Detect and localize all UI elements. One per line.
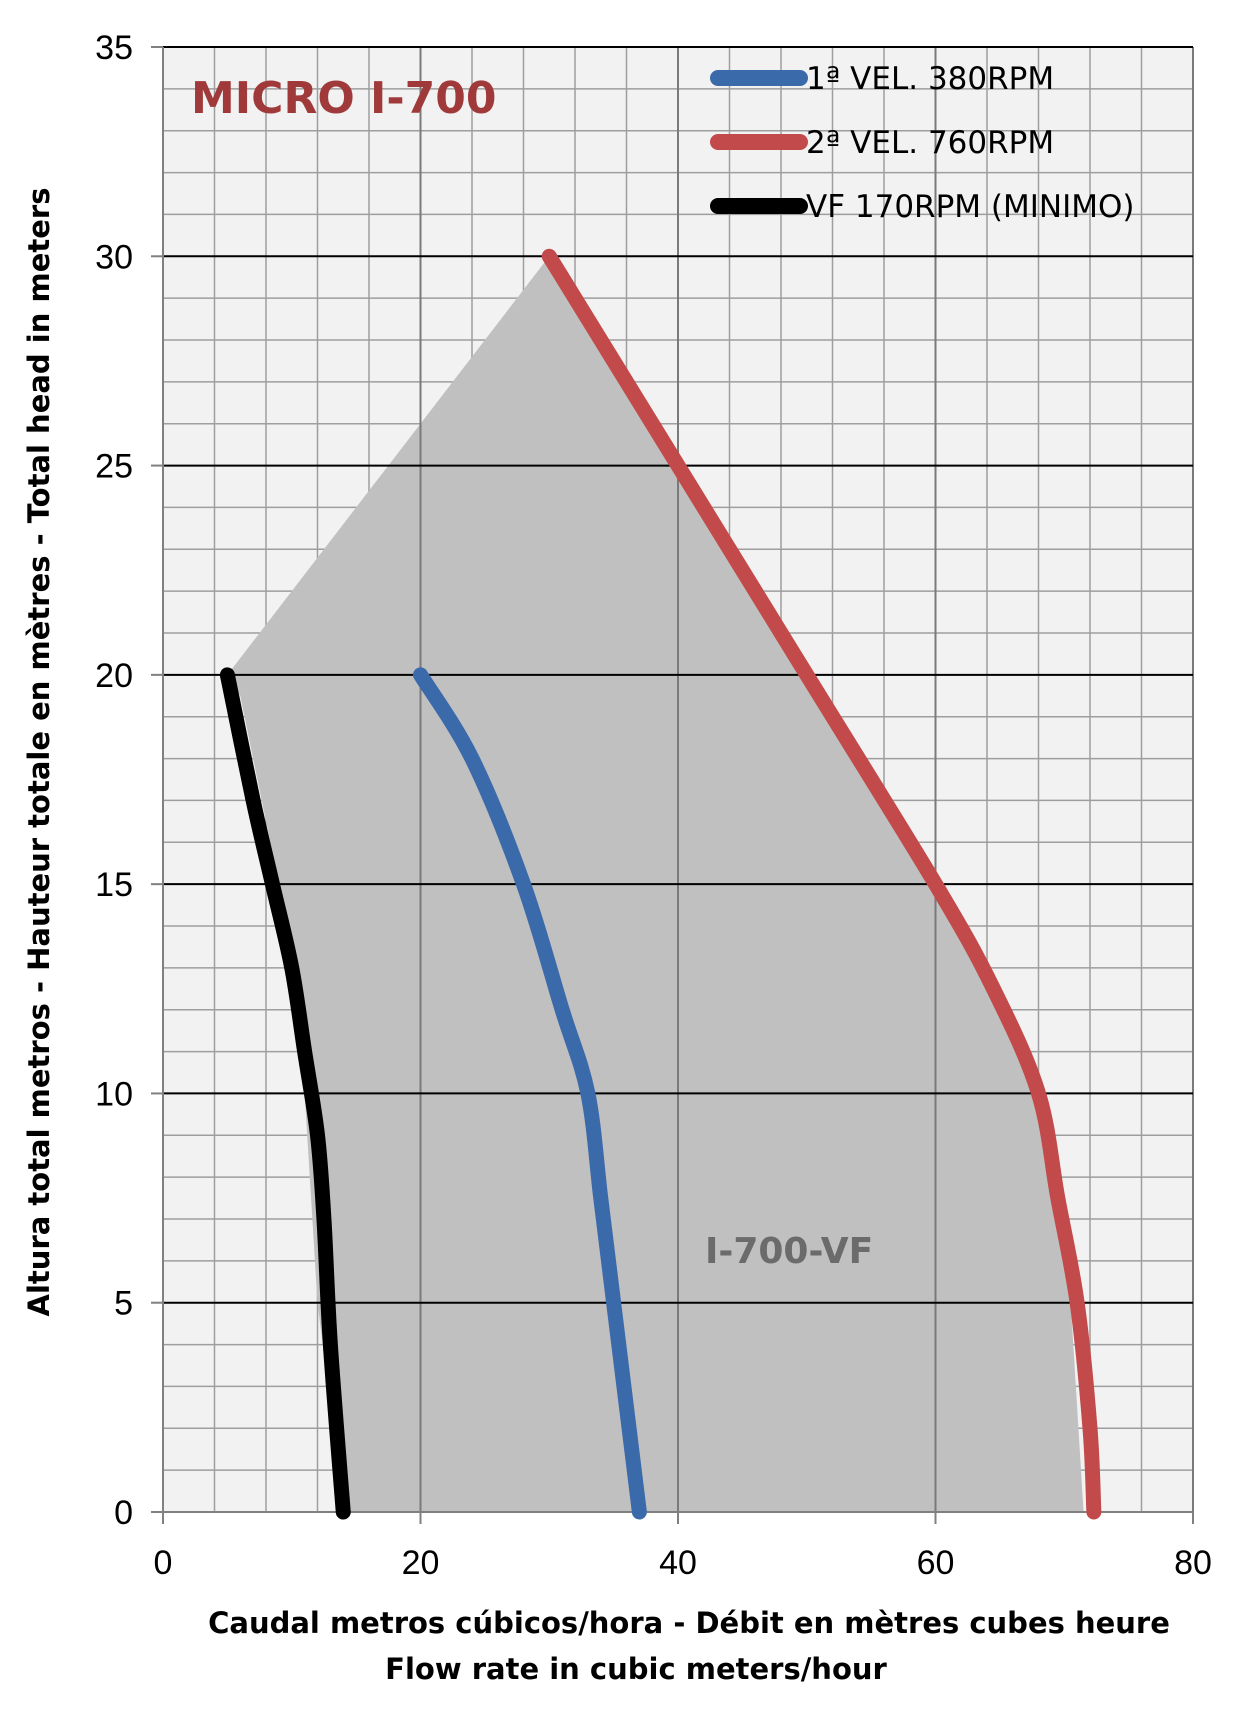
series-lines [219,248,1102,1520]
y-tick-label: 20 [95,657,133,695]
y-tick-labels: 0 5 10 15 20 25 30 35 [95,29,133,1532]
x-axis-title: Caudal metros cúbicos/hora - Débit en mè… [208,1606,1170,1640]
legend-label-2: 2ª VEL. 760RPM [806,125,1054,161]
y-axis-title: Altura total metros - Hauteur totale en … [22,188,56,1317]
x-tick-label: 0 [154,1544,173,1582]
major-grid [162,46,1194,1513]
y-tick-label: 0 [114,1494,133,1532]
x-tick-label: 80 [1174,1544,1212,1582]
series-line-3 [219,667,351,1520]
legend: 1ª VEL. 380RPM 2ª VEL. 760RPM VF 170RPM … [710,61,1134,225]
y-tick-label: 5 [114,1285,133,1323]
x-axis-title-english: Flow rate in cubic meters/hour [385,1652,887,1686]
y-tick-label: 35 [95,29,133,67]
region-label: I-700-VF [705,1231,873,1272]
y-tick-label: 30 [95,238,133,276]
x-tick-label: 60 [917,1544,955,1582]
legend-label-3: VF 170RPM (MINIMO) [806,189,1134,225]
legend-label-1: 1ª VEL. 380RPM [806,61,1054,97]
x-tick-labels: 0 20 40 60 80 [154,1544,1212,1582]
y-tick-label: 15 [95,866,133,904]
y-tick-label: 25 [95,448,133,486]
tick-marks [151,46,1194,1524]
series-line-2 [541,248,1102,1520]
x-tick-label: 20 [402,1544,440,1582]
x-tick-label: 40 [659,1544,697,1582]
chart-title: MICRO I-700 [191,73,497,124]
series-line-1 [413,667,647,1520]
y-tick-label: 10 [95,1075,133,1113]
